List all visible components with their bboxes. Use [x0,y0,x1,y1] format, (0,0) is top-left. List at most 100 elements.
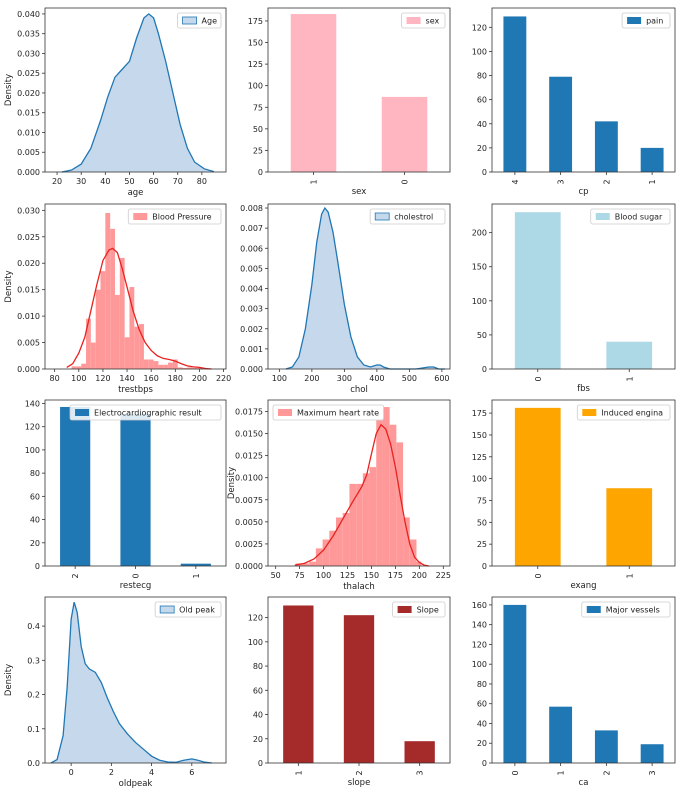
legend-label: Blood sugar [615,213,663,222]
y-tick-label: 20 [253,735,263,744]
hist-bar-7 [100,271,106,369]
y-tick-label: 40 [477,120,487,129]
legend-swatch [595,213,610,220]
legend-swatch [75,409,90,416]
legend-swatch [406,17,421,24]
x-tick-label: 200 [304,374,319,383]
legend-box [69,404,222,421]
x-tick-label-0: 0 [534,573,543,578]
x-tick-label-2: 2 [602,770,611,775]
legend: pain [621,12,671,29]
x-tick-label-2: 2 [355,770,364,775]
y-tick-label: 0 [258,168,263,177]
x-tick-label: 400 [369,374,384,383]
x-tick-label: 2 [109,768,114,777]
y-tick-label: 100 [248,82,263,91]
y-tick-label: 25 [477,540,487,549]
x-axis-label: age [128,188,144,198]
axes-frame [44,7,227,173]
hist-bar-1 [71,366,77,369]
bar-2 [343,615,375,763]
axes-frame [491,399,676,567]
y-tick-label: 0.003 [240,305,263,314]
y-tick-label: 0.025 [17,69,40,78]
legend-swatch [397,606,412,613]
y-tick-label: 0.0150 [235,430,263,439]
legend: Age [177,12,222,29]
hist-bar-16 [396,442,404,566]
x-tick-label: 175 [388,571,403,580]
x-tick-label: 100 [316,571,331,580]
y-tick-label: 0 [482,759,487,768]
x-tick-label: 150 [364,571,379,580]
x-axis-label: exang [570,581,596,591]
y-tick-label: 0.4 [27,622,40,631]
hist-bar-27 [197,367,202,369]
x-tick-label-0: 0 [534,376,543,381]
legend-swatch [133,213,148,220]
x-tick-label: 40 [100,177,110,186]
bar-4 [503,16,527,172]
x-tick-label: 220 [216,374,231,383]
y-tick-label: 0.025 [17,233,40,242]
hist-bar-15 [139,324,144,369]
hist-bar-24 [182,367,188,369]
x-axis-label: trestbps [118,385,153,395]
y-tick-label: 0.0175 [235,407,263,416]
x-tick-label: 4 [149,768,154,777]
hist-bar-2 [302,563,310,566]
y-tick-label: 0.0025 [235,540,263,549]
hist-bar-19 [158,364,164,369]
legend-label: Major vessels [606,606,660,615]
hist-bar-4 [86,318,91,369]
y-tick-label: 0.005 [17,148,40,157]
x-tick-label-3: 3 [416,770,425,775]
y-tick-label: 125 [472,453,487,462]
legend: Blood sugar [590,208,671,225]
x-tick-label-3: 3 [648,770,657,775]
y-tick-label: 80 [30,469,40,478]
bar-1 [606,341,653,369]
hist-bar-25 [187,367,193,369]
hist-bar-12 [369,467,377,566]
x-tick-label-1: 1 [625,376,634,381]
x-tick-label-1: 1 [557,770,566,775]
y-tick-label: 120 [25,423,40,432]
y-tick-label: 0.0050 [235,518,263,527]
bar-3 [640,744,664,763]
kde-line [294,423,430,567]
kde-fill [285,208,446,369]
x-tick-label: 500 [402,374,417,383]
legend-swatch [182,16,197,25]
hist-bar-23 [177,367,183,369]
subplot-7: 2 0 1020406080100120140restecgElectrocardi… [25,399,227,591]
subplot-11: 1 2 3 0 20 40 60 80 100 120 slope Slope [248,596,451,788]
y-tick-label: 140 [472,621,487,630]
legend-label: Slope [417,606,439,615]
bar-0 [120,413,151,566]
y-tick-label: 0.000 [240,365,263,374]
y-tick-label: 0.010 [17,128,40,137]
subplot-3: 4 3 2 1 0 20 40 60 80 100 120 cp pain [472,7,676,197]
y-tick-label: 200 [472,229,487,238]
legend-box [576,404,671,421]
legend-swatch [627,17,642,24]
axes-frame [44,203,227,370]
y-tick-label: 150 [472,431,487,440]
legend-label: Age [202,17,218,26]
y-tick-label: 0.030 [17,206,40,215]
y-tick-label: 80 [253,662,263,671]
hist-bar-11 [119,257,125,369]
y-tick-label: 0.015 [17,286,40,295]
hist-bar-9 [349,483,357,566]
hist-bar-6 [95,289,101,369]
legend-label: cholestrol [394,213,433,222]
y-tick-label: 0.006 [240,244,263,253]
x-tick-label-1: 1 [648,179,657,184]
hist-bar-5 [90,342,96,369]
y-tick-label: 60 [253,686,263,695]
hist-bar-15 [389,424,397,566]
hist-bar-17 [403,517,410,566]
hist-bar-3 [81,363,87,369]
